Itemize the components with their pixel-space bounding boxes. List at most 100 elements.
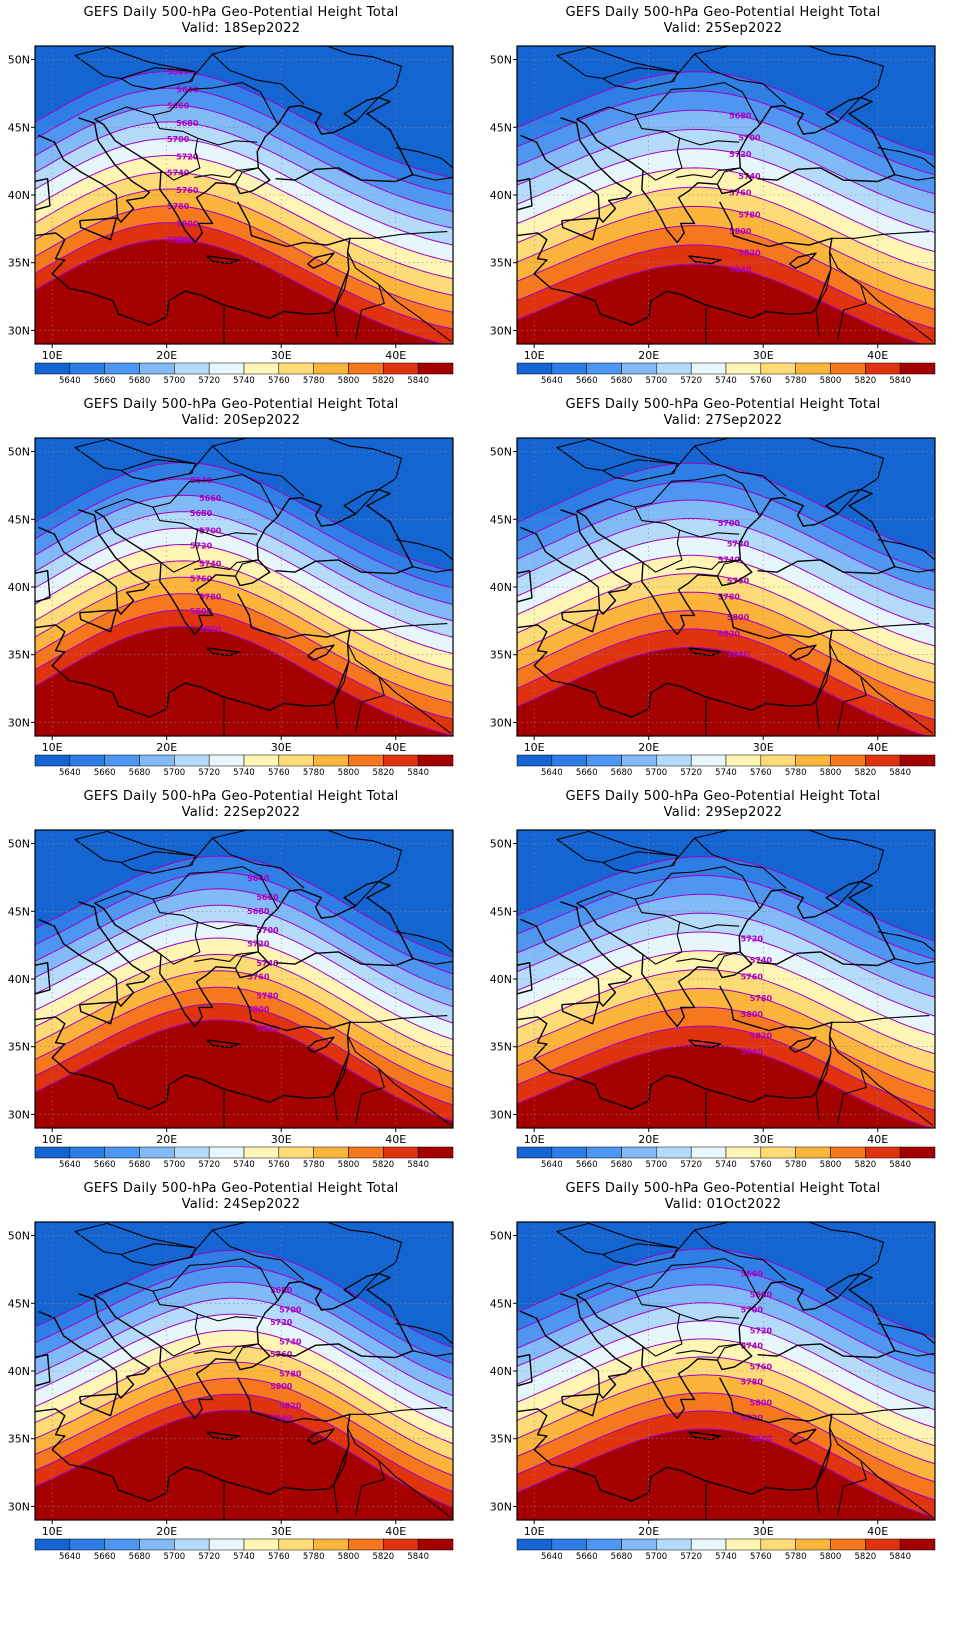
- colorbar-swatch: [313, 1146, 349, 1159]
- lon-tick-label: 10E: [42, 349, 63, 362]
- country-border: [347, 643, 452, 734]
- country-border: [333, 1445, 350, 1514]
- colorbar-swatch: [865, 1146, 901, 1159]
- colorbar-swatch: [690, 1538, 727, 1551]
- coastline: [520, 901, 633, 1007]
- colorbar-swatch: [690, 1146, 727, 1159]
- contour-label: 5820: [738, 249, 761, 258]
- lat-tick-label: 35N: [8, 1433, 30, 1446]
- map-title: GEFS Daily 500-hPa Geo-Potential Height …: [83, 789, 399, 804]
- coastline: [561, 217, 599, 241]
- colorbar-label: 5680: [611, 376, 633, 386]
- colorbar-label: 5720: [680, 1552, 702, 1562]
- lat-tick-label: 40N: [490, 973, 512, 986]
- map-title: GEFS Daily 500-hPa Geo-Potential Height …: [565, 1181, 881, 1196]
- coastline: [688, 647, 722, 657]
- coastline: [206, 1039, 240, 1049]
- colorbar-swatch: [865, 362, 901, 375]
- country-border: [189, 445, 305, 497]
- contour-label: 5820: [256, 1024, 279, 1033]
- country-border: [120, 67, 196, 90]
- country-border: [347, 1035, 452, 1126]
- lon-tick-label: 20E: [638, 349, 659, 362]
- lon-tick-label: 20E: [156, 1525, 177, 1538]
- country-border: [576, 1258, 761, 1301]
- height-field: 5620 5640 5660 5680 5700 5720 5740 5760 5780 5800…: [35, 46, 453, 344]
- map-panel-25Sep2022: GEFS Daily 500-hPa Geo-Potential Height …: [482, 0, 964, 410]
- country-border: [348, 623, 448, 631]
- contour-label: 5680: [247, 907, 270, 916]
- colorbar-swatch: [760, 1538, 796, 1551]
- country-border: [395, 147, 453, 169]
- colorbar-swatch: [174, 754, 210, 767]
- colorbar-label: 5760: [750, 1552, 772, 1562]
- coastline: [94, 880, 414, 1028]
- coastline: [206, 1431, 240, 1441]
- height-map: 5640 5660 5680 5700 5720 5740 5760 5780 5800 5820…: [8, 829, 454, 1170]
- lon-tick-label: 10E: [524, 349, 545, 362]
- coastline: [517, 962, 533, 995]
- coastline: [789, 644, 817, 661]
- contour-label: 5700: [718, 519, 741, 528]
- colorbar-label: 5820: [855, 1552, 877, 1562]
- colorbar-label: 5840: [889, 1552, 911, 1562]
- colorbar-label: 5820: [855, 376, 877, 386]
- lat-tick-label: 30N: [8, 324, 30, 337]
- country-border: [634, 898, 683, 965]
- country-border: [189, 1229, 305, 1281]
- country-border: [808, 438, 885, 515]
- lat-tick-label: 30N: [490, 1500, 512, 1513]
- lat-tick-label: 40N: [490, 1365, 512, 1378]
- contour-label: 5820: [718, 629, 741, 638]
- contour-label: 5840: [741, 1048, 764, 1057]
- country-border: [716, 167, 741, 185]
- country-border: [877, 958, 935, 967]
- country-border: [326, 438, 403, 515]
- contour-label: 5700: [199, 527, 222, 536]
- lon-tick-label: 30E: [753, 349, 774, 362]
- contour-label: 5740: [279, 1337, 302, 1346]
- colorbar-label: 5740: [715, 376, 737, 386]
- lon-tick-label: 20E: [156, 741, 177, 754]
- contour-label: 5720: [247, 940, 270, 949]
- colorbar-label: 5840: [407, 1160, 429, 1170]
- colorbar-label: 5800: [820, 1552, 842, 1562]
- coastline: [35, 1354, 51, 1387]
- height-map: 5640 5660 5680 5700 5720 5740 5760 5780 5800 5820…: [8, 437, 454, 778]
- colorbar-swatch: [899, 754, 936, 767]
- lon-tick-label: 40E: [385, 1525, 406, 1538]
- country-border: [94, 1258, 279, 1301]
- colorbar-label: 5640: [59, 376, 81, 386]
- colorbar: 5640 5660 5680 5700 5720 5740 5760 5780 5800 5820…: [516, 1146, 936, 1170]
- country-border: [212, 830, 305, 839]
- colorbar-label: 5700: [164, 1552, 186, 1562]
- contour-label: 5800: [727, 613, 750, 622]
- colorbar-label: 5800: [820, 768, 842, 778]
- contour-label: 5820: [279, 1401, 302, 1410]
- lat-tick-label: 40N: [8, 973, 30, 986]
- colorbar-label: 5840: [889, 1160, 911, 1170]
- lon-tick-label: 10E: [524, 1133, 545, 1146]
- colorbar-label: 5660: [576, 376, 598, 386]
- contour-label: 5640: [176, 85, 199, 94]
- coastline: [517, 570, 533, 603]
- country-border: [94, 866, 279, 909]
- lon-tick-label: 30E: [753, 741, 774, 754]
- coastline: [688, 1039, 722, 1049]
- lat-tick-label: 35N: [490, 1433, 512, 1446]
- map-valid-date: Valid: 20Sep2022: [181, 413, 301, 428]
- colorbar-label: 5800: [820, 1160, 842, 1170]
- country-border: [830, 1015, 930, 1023]
- height-band: [517, 830, 935, 942]
- country-border: [576, 866, 761, 909]
- colorbar-swatch: [243, 362, 280, 375]
- colorbar-swatch: [516, 1538, 553, 1551]
- colorbar-label: 5700: [646, 768, 668, 778]
- colorbar-swatch: [243, 1146, 280, 1159]
- country-border: [347, 251, 452, 342]
- coastline: [517, 232, 752, 326]
- colorbar-label: 5820: [373, 376, 395, 386]
- coastline: [576, 488, 896, 636]
- country-border: [676, 1343, 741, 1354]
- lat-tick-label: 40N: [8, 1365, 30, 1378]
